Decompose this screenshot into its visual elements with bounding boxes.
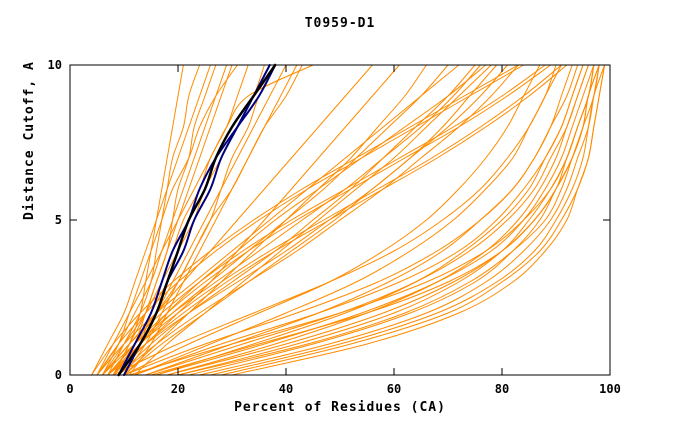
model-curve (128, 64, 595, 376)
x-axis-label: Percent of Residues (CA) (234, 400, 446, 415)
model-curve (96, 64, 228, 376)
model-curve (134, 64, 492, 376)
model-curve (134, 64, 584, 376)
model-curve (166, 64, 595, 376)
model-curve (101, 64, 373, 376)
y-tick-label: 5 (55, 213, 62, 227)
x-tick-label: 60 (387, 382, 401, 396)
model-curve (112, 64, 562, 376)
model-curve (112, 64, 487, 376)
model-curve (123, 64, 579, 376)
model-curve (107, 64, 508, 376)
model-curve (123, 64, 498, 376)
chart-title: T0959-D1 (304, 16, 376, 31)
x-tick-label: 80 (495, 382, 509, 396)
x-tick-label: 40 (279, 382, 293, 396)
model-curve (155, 64, 595, 376)
model-curve (96, 64, 525, 376)
model-curve (91, 64, 211, 376)
x-tick-label: 100 (599, 382, 621, 396)
model-curve (96, 64, 314, 376)
model-curve (150, 64, 600, 376)
y-tick-label: 0 (55, 368, 62, 382)
model-curve (177, 64, 600, 376)
highlighted-black-curve (117, 63, 277, 377)
model-curve (145, 64, 589, 376)
model-curve (107, 64, 449, 376)
model-curve (155, 64, 584, 376)
model-curve (101, 64, 238, 376)
model-curve (209, 64, 606, 376)
model-curve (118, 64, 568, 376)
model-curve (112, 64, 562, 376)
model-curve (177, 64, 595, 376)
model-curve (112, 64, 400, 376)
model-curve (91, 64, 519, 376)
x-tick-label: 20 (171, 382, 185, 396)
model-curve (220, 64, 606, 376)
model-curve (107, 64, 552, 376)
model-curve (231, 64, 606, 376)
model-curve (166, 64, 589, 376)
model-curve (123, 64, 541, 376)
model-curve (134, 64, 557, 376)
x-tick-label: 0 (66, 382, 73, 396)
y-tick-label: 10 (48, 58, 62, 72)
